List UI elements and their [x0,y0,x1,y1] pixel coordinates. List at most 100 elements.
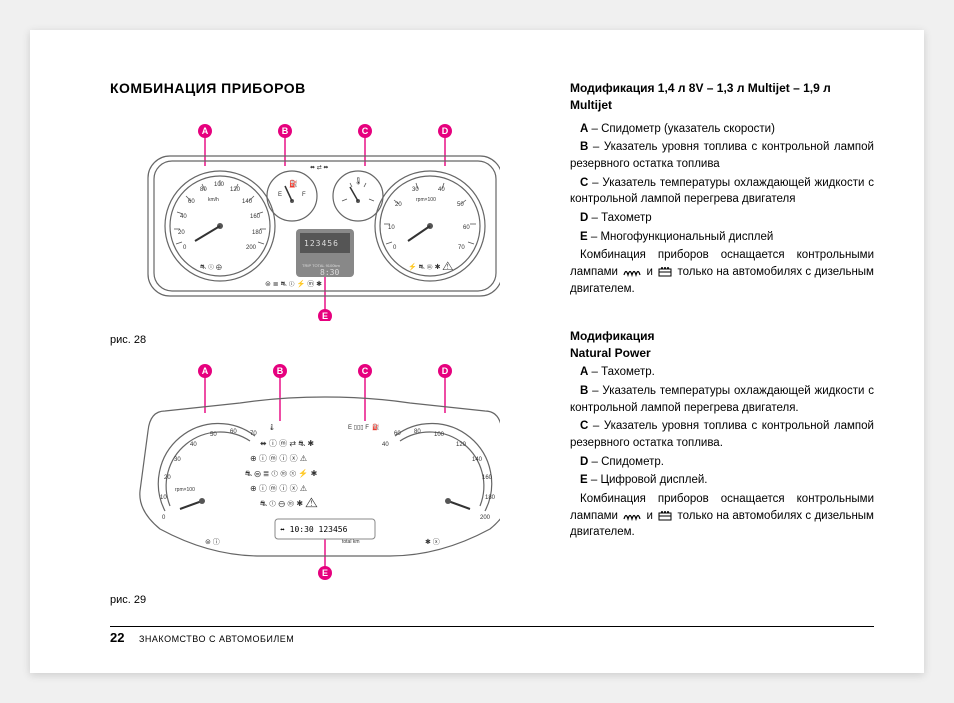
svg-text:60: 60 [188,199,195,205]
svg-text:120: 120 [456,442,467,448]
svg-text:F: F [302,192,306,198]
svg-text:50: 50 [457,202,464,208]
cluster-28-svg: A B C D E [110,121,500,321]
svg-text:🌡: 🌡 [268,423,276,431]
svg-text:200: 200 [480,515,491,521]
svg-text:D: D [442,366,449,376]
svg-text:180: 180 [252,230,263,236]
svg-text:40: 40 [382,442,389,448]
svg-text:B: B [277,366,284,376]
r1-tail: Комбинация приборов оснащается контрольн… [570,247,874,297]
r2-a: A – Тахометр. [570,364,874,381]
svg-text:0: 0 [162,515,166,521]
svg-text:40: 40 [438,187,445,193]
svg-text:70: 70 [250,431,257,437]
svg-text:km/h: km/h [208,197,219,203]
r1-e: E – Многофункциональный дисплей [570,229,874,246]
svg-text:⊕ ⓘ ⓜ ⓘ ⓧ ⚠: ⊕ ⓘ ⓜ ⓘ ⓧ ⚠ [250,484,307,493]
svg-text:60: 60 [463,225,470,231]
svg-text:40: 40 [180,214,187,220]
right-column: Модификация 1,4 л 8V – 1,3 л Multijet – … [570,80,874,621]
svg-text:50: 50 [210,432,217,438]
svg-text:⛐ ⓘ ⊖ ⓜ ✱ ⚠: ⛐ ⓘ ⊖ ⓜ ✱ ⚠ [260,496,318,508]
coil-icon [623,266,641,278]
section1-heading: Модификация 1,4 л 8V – 1,3 л Multijet – … [570,80,874,115]
fig28-caption: рис. 28 [110,334,540,346]
svg-text:⚡ ⛐ ⓜ ✱ ⚠: ⚡ ⛐ ⓜ ✱ ⚠ [408,261,453,271]
r2-tail: Комбинация приборов оснащается контрольн… [570,491,874,541]
svg-text:⊕ ⓘ ⓜ ⓘ ⓧ ⚠: ⊕ ⓘ ⓜ ⓘ ⓧ ⚠ [250,454,307,463]
svg-text:70: 70 [458,245,465,251]
filter-icon [658,266,672,278]
svg-text:160: 160 [250,214,261,220]
svg-text:E: E [322,568,328,578]
page-title: КОМБИНАЦИЯ ПРИБОРОВ [110,80,540,96]
svg-text:rpm×100: rpm×100 [175,487,195,493]
svg-text:0: 0 [393,245,397,251]
figure-28: A B C D E [110,121,540,326]
svg-text:10: 10 [388,225,395,231]
svg-text:140: 140 [472,457,483,463]
svg-text:⛽: ⛽ [289,179,298,188]
svg-text:20: 20 [164,475,171,481]
svg-text:C: C [362,366,369,376]
svg-text:60: 60 [230,429,237,435]
svg-text:⊜ ⓘ: ⊜ ⓘ [205,538,220,546]
svg-text:8:30: 8:30 [320,268,339,277]
content: КОМБИНАЦИЯ ПРИБОРОВ A B C D E [110,80,874,621]
svg-text:⛐ ⓘ ⊕: ⛐ ⓘ ⊕ [200,263,222,271]
svg-text:123456: 123456 [304,239,339,248]
svg-text:E ▯▯▯ F: E ▯▯▯ F [348,425,369,431]
svg-text:✱ ⓧ: ✱ ⓧ [425,538,440,546]
page-number: 22 [110,630,124,645]
r1-b: B – Указатель уровня топлива с контрольн… [570,139,874,172]
svg-text:E: E [322,311,328,321]
svg-text:30: 30 [412,187,419,193]
svg-text:B: B [282,126,289,136]
svg-text:0: 0 [183,245,187,251]
coil-icon-2 [623,510,641,522]
left-column: КОМБИНАЦИЯ ПРИБОРОВ A B C D E [110,80,540,621]
svg-text:⬌ ⓘ ⓜ ⇄ ⛐ ✱: ⬌ ⓘ ⓜ ⇄ ⛐ ✱ [260,439,314,448]
filter-icon-2 [658,510,672,522]
cluster-29-svg: A B C D E 0 10 [110,361,500,581]
svg-text:⊜ ≣ ⛐ ⓘ ⚡ ⓜ ✱: ⊜ ≣ ⛐ ⓘ ⚡ ⓜ ✱ [265,279,322,288]
r2-b: B – Указатель температуры охлаждающей жи… [570,383,874,416]
svg-text:⬌ ⇄ ⬌: ⬌ ⇄ ⬌ [310,164,328,171]
svg-text:80: 80 [414,429,421,435]
svg-text:60: 60 [394,431,401,437]
r2-d: D – Спидометр. [570,454,874,471]
svg-text:⛽: ⛽ [372,423,380,431]
svg-text:20: 20 [395,202,402,208]
svg-text:100: 100 [434,432,445,438]
svg-text:⛐ ⊜ ≣ ⓘ ⓜ ⓧ ⚡ ✱: ⛐ ⊜ ≣ ⓘ ⓜ ⓧ ⚡ ✱ [245,468,318,478]
section2-heading: МодификацияNatural Power [570,328,874,363]
svg-text:rpm×100: rpm×100 [416,197,436,203]
svg-text:10: 10 [160,495,167,501]
svg-text:A: A [202,366,209,376]
svg-text:30: 30 [174,457,181,463]
footer-section: ЗНАКОМСТВО С АВТОМОБИЛЕМ [139,634,294,644]
svg-text:20: 20 [178,230,185,236]
svg-text:40: 40 [190,442,197,448]
svg-text:C: C [362,126,369,136]
svg-text:A: A [202,126,209,136]
svg-text:160: 160 [482,475,493,481]
r1-a: A – Спидометр (указатель скорости) [570,121,874,138]
svg-text:180: 180 [485,495,496,501]
r2-e: E – Цифровой дисплей. [570,472,874,489]
svg-text:E: E [278,192,282,198]
svg-text:🌡: 🌡 [354,177,363,185]
page: КОМБИНАЦИЯ ПРИБОРОВ A B C D E [30,30,924,673]
heading1-text: Модификация 1,4 л 8V – 1,3 л Multijet – … [570,81,831,112]
fig29-caption: рис. 29 [110,594,540,606]
svg-text:120: 120 [230,187,241,193]
svg-text:80: 80 [200,187,207,193]
r1-d: D – Тахометр [570,210,874,227]
svg-text:100: 100 [214,182,225,188]
svg-text:⬌ 10:30 123456: ⬌ 10:30 123456 [280,525,348,534]
footer: 22 ЗНАКОМСТВО С АВТОМОБИЛЕМ [110,626,874,645]
svg-text:140: 140 [242,199,253,205]
figure-29: A B C D E 0 10 [110,361,540,586]
svg-text:200: 200 [246,245,257,251]
